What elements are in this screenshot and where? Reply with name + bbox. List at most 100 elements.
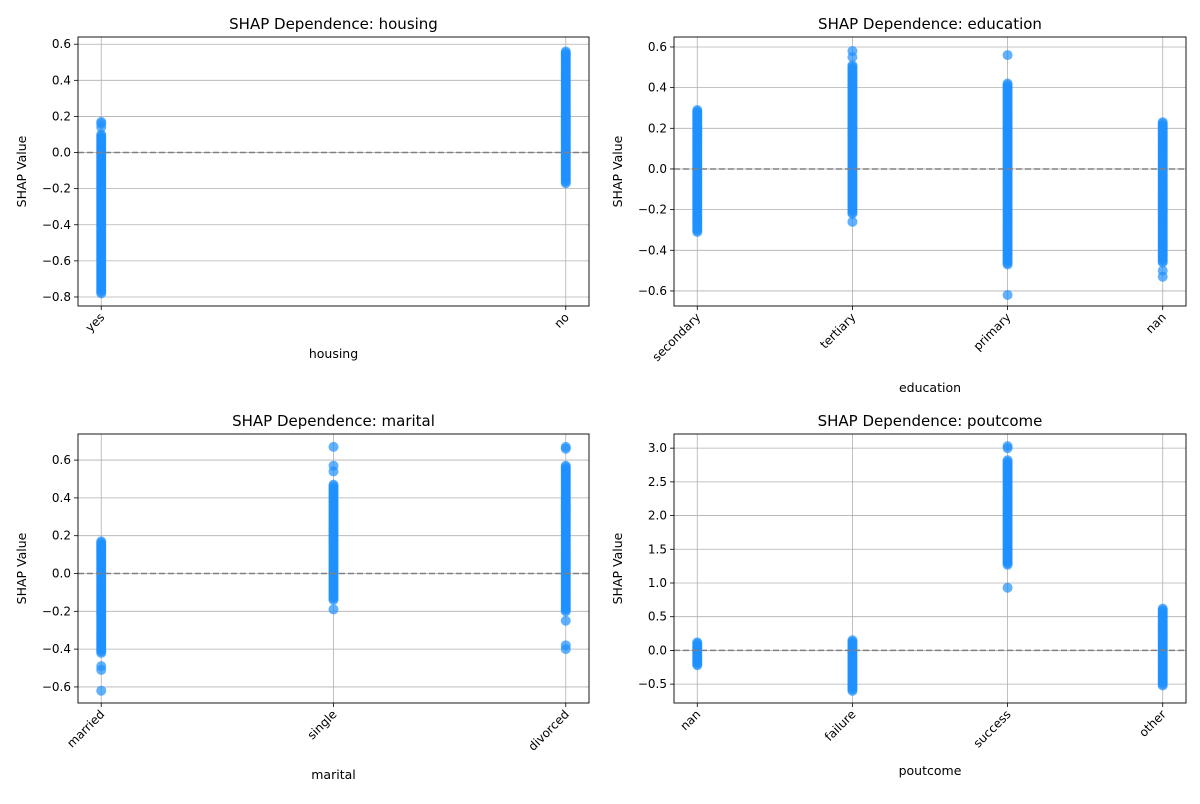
y-axis-label: SHAP Value [14,532,29,604]
data-point-outlier [1157,271,1168,282]
series-single [328,441,339,615]
x-tick-label: nan [1143,310,1169,336]
data-point-outlier [847,46,858,57]
y-tick-label: 0.4 [648,81,667,95]
series-secondary [692,104,703,237]
data-point-outlier [96,685,107,696]
y-tick-label: 0.2 [52,109,71,123]
y-tick-label: 0.6 [52,37,71,51]
y-tick-label: −0.5 [638,677,667,691]
y-tick-label: 0.4 [52,491,71,505]
y-tick-label: −0.2 [42,604,71,618]
data-point-outlier [847,216,858,227]
x-tick-label: single [305,707,340,742]
data-point-outlier [328,460,339,471]
data-point-outlier [96,664,107,675]
x-tick-label: married [64,707,107,750]
x-axis-label: housing [309,346,358,361]
data-point [328,479,339,490]
series-primary [1002,50,1013,301]
y-axis-label: SHAP Value [610,135,625,207]
chart-title: SHAP Dependence: marital [232,412,435,430]
x-tick-label: failure [822,707,859,744]
series-tertiary [847,46,858,227]
y-tick-label: 0.6 [648,40,667,54]
y-tick-label: −0.6 [638,284,667,298]
data-point [1157,117,1168,128]
data-point [847,60,858,71]
data-point-outlier [560,644,571,655]
data-point-outlier [1002,441,1013,452]
x-tick-label: secondary [650,310,704,364]
data-point [1002,78,1013,89]
x-tick-label: no [551,310,571,330]
data-point [692,104,703,115]
x-tick-label: divorced [525,707,571,753]
data-point [1002,455,1013,466]
series-no [560,46,571,189]
chart-title: SHAP Dependence: housing [229,15,438,33]
y-tick-label: 0.0 [52,146,71,160]
series-other [1157,603,1168,691]
axes-frame [77,433,590,704]
data-point-outlier [560,441,571,452]
data-point-outlier [1002,582,1013,593]
series-divorced [560,441,571,655]
subplot-housing: −0.8 −0.6 −0.4 −0.2 0.0 0.2 0.4 0.6 yes no SHAP De… [14,15,590,361]
data-point [96,536,107,547]
subplot-marital: −0.6 −0.4 −0.2 0.0 0.2 0.4 0.6 married single div… [14,412,590,782]
x-axis-label: poutcome [899,763,962,778]
y-tick-label: −0.4 [638,243,667,257]
series-married [96,536,107,696]
data-point [560,46,571,57]
data-point-outlier [560,615,571,626]
y-tick-label: 1.0 [648,576,667,590]
y-tick-label: 0.0 [52,567,71,581]
chart-title: SHAP Dependence: education [818,15,1042,33]
data-point [692,637,703,648]
x-tick-label: nan [678,707,704,733]
series-yes [96,116,107,299]
y-tick-label: 1.5 [648,542,667,556]
data-point [1157,603,1168,614]
axes-frame [77,36,590,307]
subplot-education: −0.6 −0.4 −0.2 0.0 0.2 0.4 0.6 secondary tertiar… [610,15,1187,395]
y-tick-label: −0.2 [638,203,667,217]
y-tick-label: 0.2 [52,529,71,543]
data-point-outlier [328,441,339,452]
y-tick-label: −0.4 [42,218,71,232]
y-tick-label: 0.0 [648,643,667,657]
y-tick-label: 0.0 [648,162,667,176]
data-point-outlier [96,116,107,127]
x-tick-label: yes [83,310,108,335]
subplot-poutcome: −0.5 0.0 0.5 1.0 1.5 2.0 2.5 3.0 nan failure succe… [610,412,1187,778]
series-nan [1157,117,1168,282]
data-point [96,129,107,140]
y-tick-label: 2.5 [648,475,667,489]
y-tick-label: 0.5 [648,610,667,624]
x-tick-label: tertiary [817,310,858,351]
chart-title: SHAP Dependence: poutcome [818,412,1043,430]
x-tick-label: primary [971,310,1014,353]
x-tick-label: other [1136,707,1169,740]
data-point [560,460,571,471]
y-axis-label: SHAP Value [14,135,29,207]
y-tick-label: 2.0 [648,509,667,523]
y-tick-label: −0.6 [42,254,71,268]
y-tick-label: 0.4 [52,73,71,87]
y-tick-label: 0.6 [52,453,71,467]
y-tick-label: −0.6 [42,680,71,694]
x-tick-label: success [971,707,1014,750]
data-point-outlier [1002,50,1013,61]
x-axis-label: education [899,380,961,395]
y-axis-label: SHAP Value [610,532,625,604]
y-tick-label: 0.2 [648,121,667,135]
x-axis-label: marital [311,767,355,782]
y-tick-label: −0.4 [42,642,71,656]
series-failure [847,635,858,696]
series-nan [692,637,703,671]
y-tick-label: 3.0 [648,441,667,455]
y-tick-label: −0.8 [42,290,71,304]
axes-frame [673,433,1187,704]
